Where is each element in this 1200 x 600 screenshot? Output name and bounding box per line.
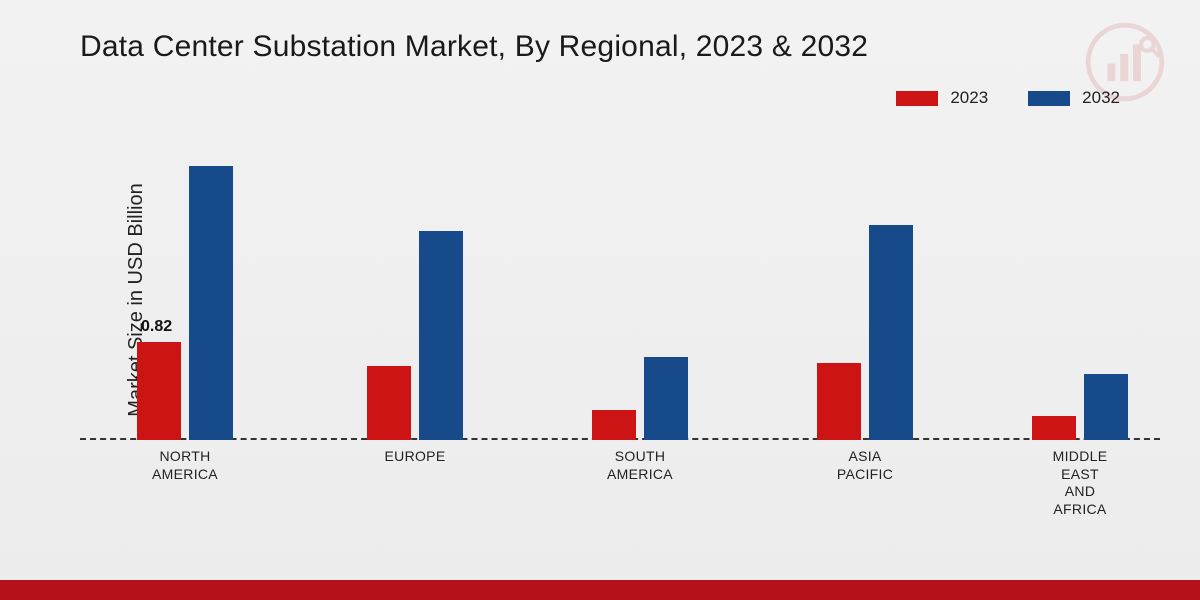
value-label: 0.82 — [141, 318, 172, 336]
bar-group — [335, 231, 495, 440]
legend-swatch-2032 — [1028, 91, 1070, 106]
bar-group — [560, 357, 720, 440]
footer-bar — [0, 580, 1200, 600]
bar-group — [785, 225, 945, 440]
bar-2032 — [419, 231, 463, 440]
legend-label-2032: 2032 — [1082, 88, 1120, 108]
bar-2032 — [1084, 374, 1128, 440]
bar-2023 — [817, 363, 861, 441]
x-axis-label: NORTHAMERICA — [105, 448, 265, 483]
bar-group — [1000, 374, 1160, 440]
bar-2032 — [644, 357, 688, 440]
bar-2023 — [1032, 416, 1076, 440]
chart-container: Data Center Substation Market, By Region… — [0, 0, 1200, 600]
bar-2023 — [367, 366, 411, 440]
bar-2032 — [189, 166, 233, 440]
legend: 2023 2032 — [896, 88, 1120, 108]
bar-2032 — [869, 225, 913, 440]
legend-item-2032: 2032 — [1028, 88, 1120, 108]
chart-title: Data Center Substation Market, By Region… — [80, 30, 868, 64]
bar-2023 — [137, 342, 181, 440]
legend-label-2023: 2023 — [950, 88, 988, 108]
x-axis-label: EUROPE — [335, 448, 495, 466]
x-axis-label: MIDDLEEASTANDAFRICA — [1000, 448, 1160, 518]
legend-item-2023: 2023 — [896, 88, 988, 108]
x-axis-label: ASIAPACIFIC — [785, 448, 945, 483]
x-axis-labels: NORTHAMERICA EUROPE SOUTHAMERICA ASIAPACIFI… — [80, 448, 1160, 538]
legend-swatch-2023 — [896, 91, 938, 106]
bar-group — [105, 166, 265, 440]
plot-area: 0.82 — [80, 130, 1160, 440]
bar-2023 — [592, 410, 636, 440]
x-axis-label: SOUTHAMERICA — [560, 448, 720, 483]
